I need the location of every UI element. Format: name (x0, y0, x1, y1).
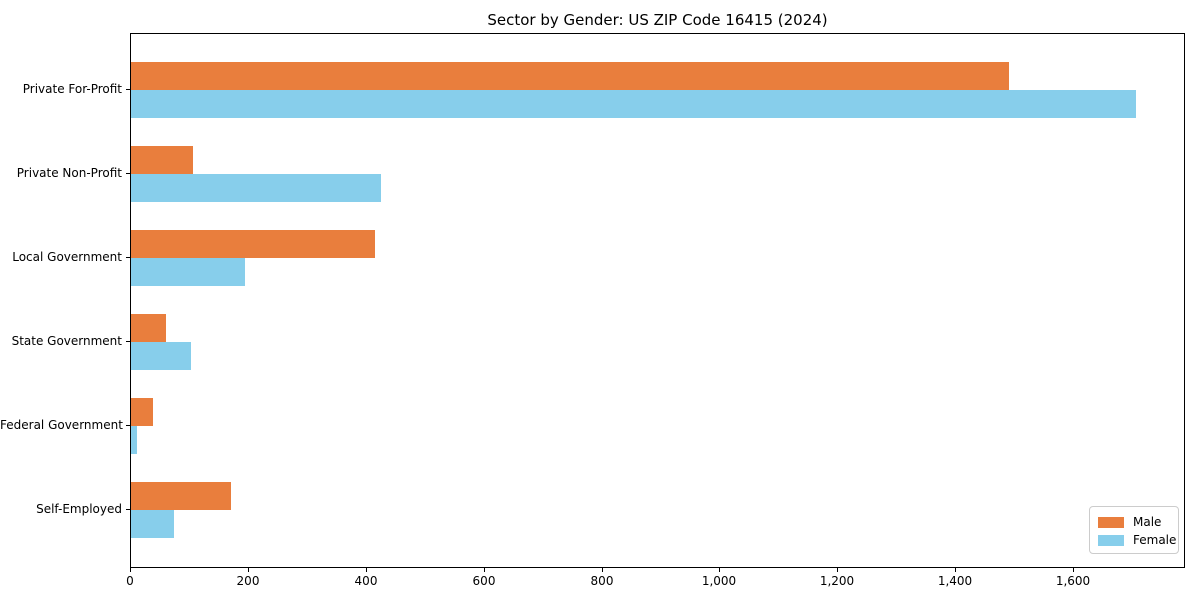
y-tick-mark (126, 340, 130, 342)
y-tick-label-self-employed: Self-Employed (36, 501, 122, 516)
x-tick-mark (719, 568, 720, 572)
y-tick-label-federal-government: Federal Government (0, 417, 123, 432)
legend-label-male: Male (1133, 515, 1162, 529)
bar-male-federal-government (131, 397, 153, 426)
legend-swatch-male (1098, 516, 1124, 528)
y-tick-mark (126, 172, 130, 174)
plot-area (130, 33, 1185, 568)
chart-title: Sector by Gender: US ZIP Code 16415 (202… (487, 11, 828, 29)
bar-female-state-government (131, 341, 191, 370)
y-tick-mark (126, 88, 130, 90)
bar-male-self-employed (131, 481, 231, 510)
y-tick-mark (126, 424, 130, 426)
legend-label-female: Female (1133, 533, 1177, 547)
bar-female-local-government (131, 257, 245, 286)
y-tick-label-state-government: State Government (11, 333, 122, 348)
bar-male-local-government (131, 229, 375, 258)
x-tick-label-1-000: 1,000 (701, 574, 737, 588)
bar-female-federal-government (131, 425, 137, 454)
x-tick-label-1-400: 1,400 (937, 574, 973, 588)
x-tick-label-200: 200 (236, 574, 260, 588)
bar-female-private-for-profit (131, 89, 1136, 118)
x-tick-label-0: 0 (126, 574, 134, 588)
bar-female-private-non-profit (131, 173, 381, 202)
legend: Male Female (1089, 506, 1179, 554)
y-tick-mark (126, 256, 130, 258)
y-tick-label-private-non-profit: Private Non-Profit (16, 165, 122, 180)
x-tick-mark (955, 568, 956, 572)
x-tick-label-1-600: 1,600 (1055, 574, 1091, 588)
x-tick-mark (484, 568, 485, 572)
x-tick-mark (130, 568, 131, 572)
x-tick-mark (602, 568, 603, 572)
y-tick-label-private-for-profit: Private For-Profit (22, 81, 122, 96)
bar-female-self-employed (131, 509, 174, 538)
x-tick-mark (248, 568, 249, 572)
y-tick-label-local-government: Local Government (12, 249, 122, 264)
x-tick-label-1-200: 1,200 (819, 574, 855, 588)
x-tick-label-600: 600 (472, 574, 496, 588)
x-tick-mark (1073, 568, 1074, 572)
bar-male-private-for-profit (131, 61, 1009, 90)
legend-item-male: Male (1098, 513, 1170, 531)
legend-swatch-female (1098, 534, 1124, 546)
bar-male-state-government (131, 313, 166, 342)
y-tick-mark (126, 508, 130, 510)
x-tick-label-800: 800 (590, 574, 614, 588)
bar-male-private-non-profit (131, 145, 193, 174)
x-tick-mark (837, 568, 838, 572)
x-tick-label-400: 400 (354, 574, 378, 588)
x-tick-mark (366, 568, 367, 572)
legend-item-female: Female (1098, 531, 1176, 549)
